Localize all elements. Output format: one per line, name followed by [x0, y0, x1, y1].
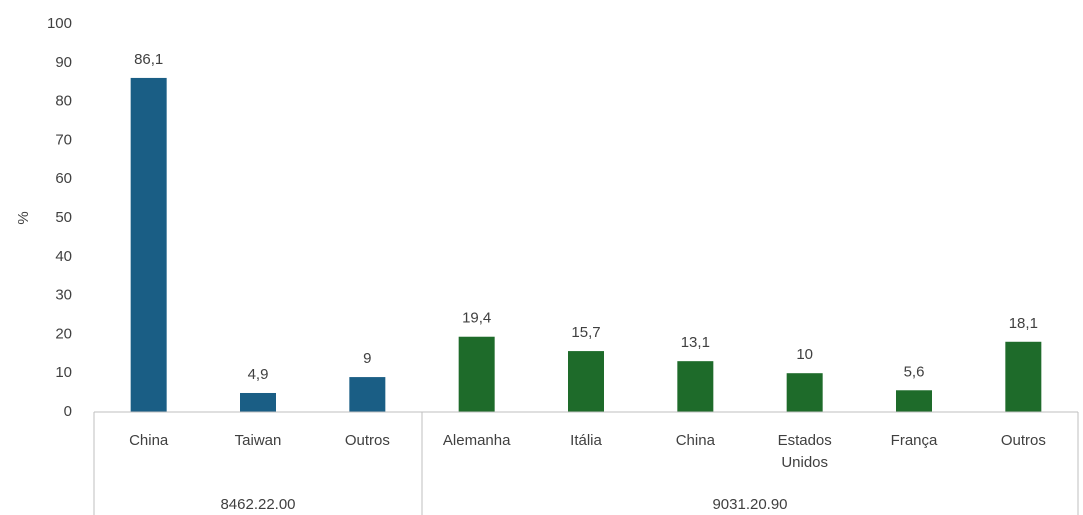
y-tick-label: 10 [55, 364, 72, 381]
bar [677, 361, 714, 412]
category-label: China [676, 432, 716, 449]
y-axis-ticks: 0 10 20 30 40 50 60 70 80 90 100 [47, 15, 72, 420]
bars [130, 77, 1042, 412]
data-label: 19,4 [462, 310, 491, 327]
data-labels: 86,1 4,9 9 19,4 15,7 13,1 10 5,6 18,1 [134, 51, 1038, 383]
category-label: Outros [345, 432, 390, 449]
y-tick-label: 80 [55, 93, 72, 110]
category-label: Outros [1001, 432, 1046, 449]
data-label: 13,1 [681, 334, 710, 351]
group-label: 8462.22.00 [220, 496, 295, 513]
category-labels: China Taiwan Outros Alemanha Itália China Esta… [129, 432, 1046, 471]
bar [896, 390, 932, 412]
y-tick-label: 50 [55, 209, 72, 226]
bar [130, 77, 167, 412]
category-label: Alemanha [443, 432, 511, 449]
category-label: França [891, 432, 938, 449]
category-label: Taiwan [235, 432, 282, 449]
data-label: 15,7 [571, 324, 600, 341]
category-label: Estados Unidos [778, 432, 832, 471]
data-label: 18,1 [1009, 315, 1038, 332]
category-axis [93, 411, 1079, 515]
bar [240, 392, 276, 412]
y-axis-label: % [15, 211, 32, 224]
data-label: 86,1 [134, 51, 163, 68]
bar [349, 377, 386, 412]
data-label: 4,9 [248, 366, 269, 383]
group-label: 9031.20.90 [712, 496, 787, 513]
y-tick-label: 100 [47, 15, 72, 32]
y-tick-label: 30 [55, 287, 72, 304]
y-tick-label: 40 [55, 248, 72, 265]
data-label: 9 [363, 350, 371, 367]
bar [786, 373, 823, 412]
y-tick-label: 20 [55, 325, 72, 342]
group-labels: 8462.22.00 9031.20.90 [220, 496, 787, 513]
data-label: 10 [796, 346, 813, 363]
bar [568, 351, 604, 412]
y-tick-label: 60 [55, 170, 72, 187]
category-label: China [129, 432, 169, 449]
data-label: 5,6 [904, 363, 925, 380]
y-tick-label: 90 [55, 54, 72, 71]
y-tick-label: 70 [55, 131, 72, 148]
bar [458, 336, 495, 412]
bar [1005, 341, 1042, 412]
category-label: Itália [570, 432, 602, 449]
y-tick-label: 0 [64, 403, 72, 420]
